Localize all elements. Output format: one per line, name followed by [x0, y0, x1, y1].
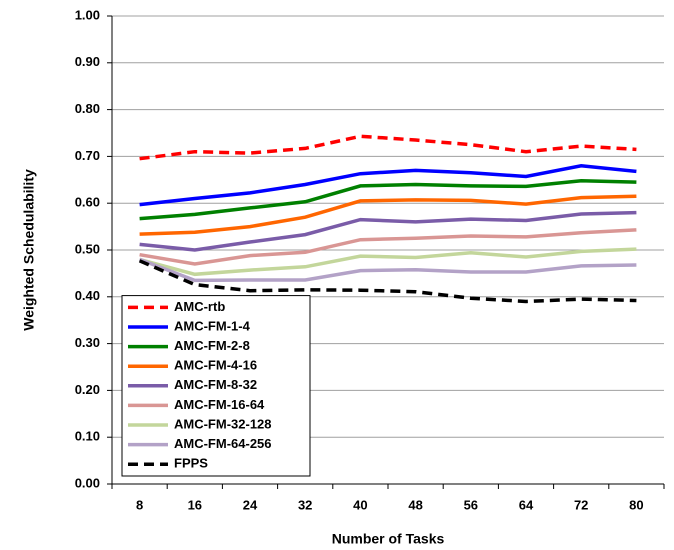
- y-tick-label: 0.40: [75, 288, 100, 303]
- series-line: [139, 247, 637, 277]
- series-line: [138, 259, 637, 304]
- legend-label: FPPS: [174, 456, 208, 471]
- x-tick-label: 8: [136, 497, 143, 512]
- x-tick-label: 56: [464, 497, 478, 512]
- x-tick-label: 80: [629, 497, 643, 512]
- legend-label: AMC-FM-1-4: [174, 318, 251, 333]
- series-line: [139, 134, 637, 161]
- y-tick-label: 0.00: [75, 475, 100, 490]
- x-tick-label: 72: [574, 497, 588, 512]
- series-line: [138, 257, 637, 283]
- x-tick-label: 24: [243, 497, 258, 512]
- legend-label: AMC-FM-32-128: [174, 416, 272, 431]
- y-tick-label: 0.80: [75, 101, 100, 116]
- series-line: [139, 210, 637, 252]
- y-tick-label: 0.30: [75, 335, 100, 350]
- legend-label: AMC-rtb: [174, 299, 225, 314]
- y-tick-label: 0.70: [75, 148, 100, 163]
- legend-label: AMC-FM-2-8: [174, 338, 250, 353]
- y-tick-label: 1.00: [75, 7, 100, 22]
- legend-label: AMC-FM-64-256: [174, 436, 272, 451]
- x-tick-label: 40: [353, 497, 367, 512]
- x-tick-label: 48: [408, 497, 422, 512]
- x-tick-label: 64: [519, 497, 534, 512]
- y-tick-label: 0.60: [75, 195, 100, 210]
- series-line: [139, 164, 637, 207]
- x-tick-label: 16: [188, 497, 202, 512]
- legend-label: AMC-FM-16-64: [174, 397, 265, 412]
- y-tick-label: 0.50: [75, 241, 100, 256]
- x-tick-label: 32: [298, 497, 312, 512]
- y-tick-label: 0.90: [75, 54, 100, 69]
- legend-label: AMC-FM-4-16: [174, 358, 257, 373]
- y-tick-label: 0.10: [75, 429, 100, 444]
- y-tick-label: 0.20: [75, 382, 100, 397]
- series-line: [139, 228, 637, 266]
- series-line: [139, 194, 637, 236]
- y-axis-title: Weighted Schedulability: [21, 169, 37, 331]
- series-line: [139, 178, 637, 221]
- legend-label: AMC-FM-8-32: [174, 377, 257, 392]
- x-axis-title: Number of Tasks: [332, 531, 445, 547]
